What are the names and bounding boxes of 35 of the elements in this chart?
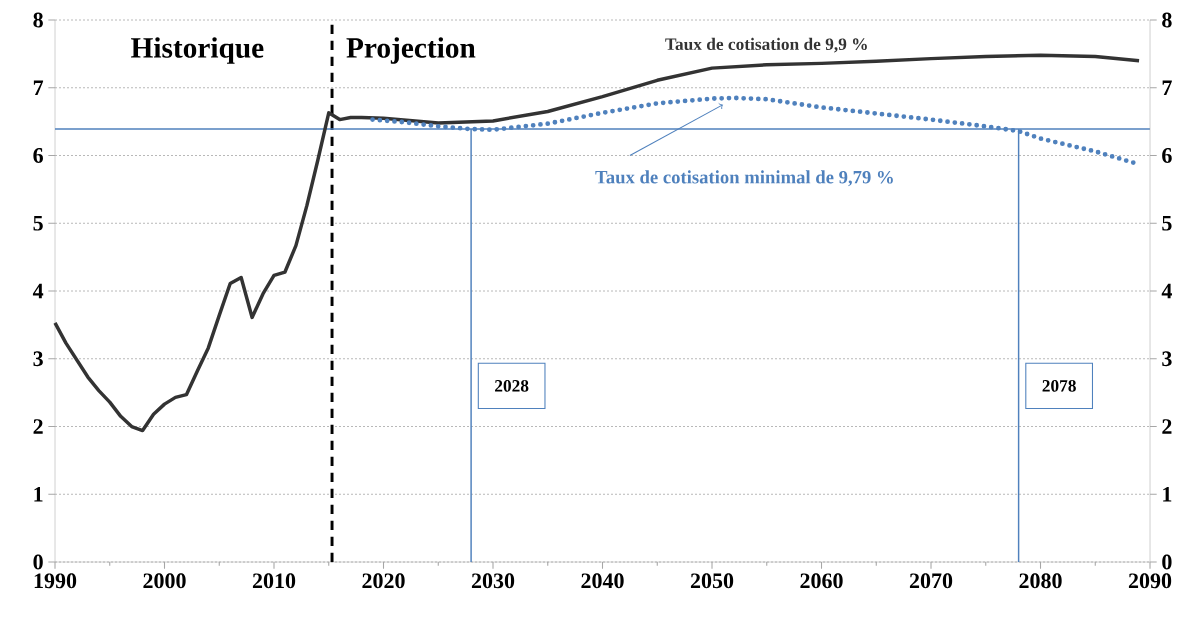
y-tick-label: 6 bbox=[1162, 148, 1172, 163]
x-tick-label: 2000 bbox=[143, 573, 186, 589]
x-tick-label: 2090 bbox=[1128, 573, 1172, 589]
y2-tick-label: 4 bbox=[32, 283, 44, 299]
series-label: Taux de cotisation de 9,9 % bbox=[665, 37, 867, 53]
y-tick-label: 4 bbox=[1161, 283, 1172, 299]
annotation: Projection bbox=[346, 37, 476, 64]
x-tick-label: 2040 bbox=[581, 573, 624, 589]
y-tick-label: 7 bbox=[1162, 80, 1172, 95]
y2-tick-label: 1 bbox=[34, 487, 43, 502]
x-tick-label: 2050 bbox=[690, 573, 734, 589]
y2-tick-label: 2 bbox=[33, 419, 43, 434]
x-tick-label: 2080 bbox=[1019, 573, 1062, 589]
y-tick-label: 0 bbox=[1162, 554, 1172, 570]
x-tick-label: 2030 bbox=[471, 573, 515, 589]
ref-line-label: 2028 bbox=[495, 380, 529, 392]
x-tick-label: 2060 bbox=[800, 573, 843, 589]
y2-tick-label: 7 bbox=[33, 80, 44, 95]
y2-tick-label: 6 bbox=[33, 148, 43, 163]
y-tick-label: 2 bbox=[1162, 419, 1172, 434]
text: Taux de cotisation minimal de 9,79 % bbox=[595, 170, 893, 187]
x-tick-label: 2070 bbox=[909, 573, 953, 589]
x-tick-label: 1990 bbox=[34, 573, 77, 589]
y2-tick-label: 3 bbox=[33, 351, 43, 367]
y-tick-label: 5 bbox=[1162, 215, 1172, 231]
y-tick-label: 8 bbox=[1162, 12, 1172, 28]
y2-tick-label: 0 bbox=[33, 554, 43, 570]
x-tick-label: 2020 bbox=[362, 573, 405, 589]
annotation: Historique bbox=[131, 37, 264, 64]
y-tick-label: 3 bbox=[1162, 351, 1172, 367]
y2-tick-label: 8 bbox=[33, 12, 43, 28]
ref-line-label: 2078 bbox=[1042, 380, 1076, 392]
y-tick-label: 1 bbox=[1163, 487, 1172, 502]
x-tick-label: 2010 bbox=[252, 573, 296, 589]
y2-tick-label: 5 bbox=[33, 215, 43, 231]
